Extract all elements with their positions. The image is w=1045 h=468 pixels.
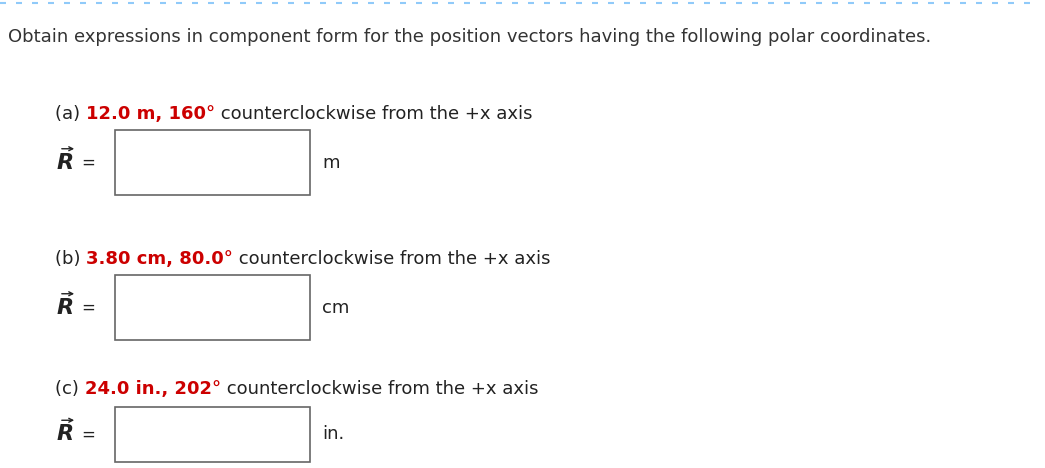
Text: R: R (57, 298, 74, 318)
Text: =: = (82, 154, 95, 172)
Text: 24.0 in., 202°: 24.0 in., 202° (85, 380, 220, 398)
Text: in.: in. (322, 425, 344, 443)
Bar (115, 407, 310, 462)
Text: 3.80 cm, 80.0°: 3.80 cm, 80.0° (87, 250, 233, 268)
Text: cm: cm (322, 299, 349, 317)
Text: R: R (57, 424, 74, 444)
Text: (b): (b) (55, 250, 87, 268)
Text: Obtain expressions in component form for the position vectors having the followi: Obtain expressions in component form for… (8, 28, 931, 46)
Text: m: m (322, 154, 340, 172)
Text: 12.0 m, 160°: 12.0 m, 160° (86, 105, 215, 123)
Text: counterclockwise from the +x axis: counterclockwise from the +x axis (233, 250, 551, 268)
Bar (115, 275, 310, 340)
Text: R: R (57, 153, 74, 173)
Text: =: = (82, 425, 95, 443)
Text: counterclockwise from the +x axis: counterclockwise from the +x axis (215, 105, 533, 123)
Text: (c): (c) (55, 380, 85, 398)
Text: counterclockwise from the +x axis: counterclockwise from the +x axis (220, 380, 538, 398)
Text: (a): (a) (55, 105, 86, 123)
Text: =: = (82, 299, 95, 317)
Bar (115, 130, 310, 195)
